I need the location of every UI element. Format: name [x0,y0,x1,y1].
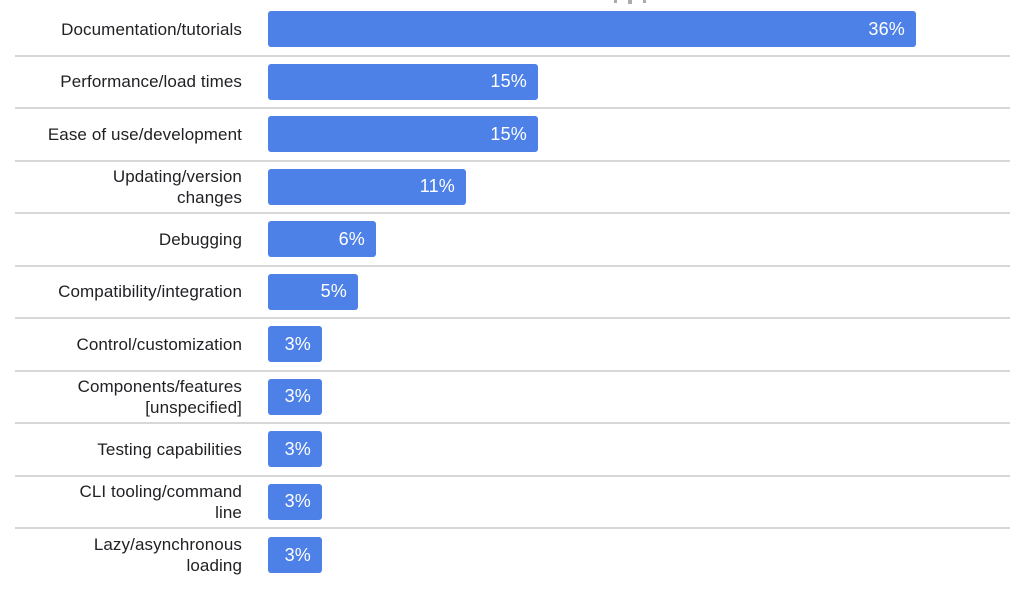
category-label: Lazy/asynchronous loading [93,535,242,576]
category-label: Performance/load times [60,72,242,92]
bar-area: 5% [268,273,1010,310]
chart-row: Testing capabilities 3% [15,424,1010,477]
value-label: 3% [284,491,311,512]
value-label: 5% [320,281,347,302]
bar-area: 3% [268,431,1010,468]
chart-row: Lazy/asynchronous loading 3% [15,529,1010,582]
bar: 11% [268,168,466,205]
chart-row: Components/features [unspecified] 3% [15,372,1010,424]
chart-row: Documentation/tutorials 36% [15,4,1010,57]
bar-area: 3% [268,378,1010,415]
bar: 3% [268,431,322,468]
bar-area: 3% [268,483,1010,520]
chart-row: Performance/load times 15% [15,57,1010,109]
value-label: 3% [284,333,311,354]
category-label: Ease of use/development [47,124,242,144]
category-label: Control/customization [76,334,242,354]
value-label: 3% [284,386,311,407]
bar: 36% [268,11,916,48]
category-label: Debugging [158,229,242,249]
bar: 6% [268,221,376,258]
bar: 3% [268,537,322,574]
value-label: 3% [284,438,311,459]
bar: 3% [268,326,322,363]
chart-row: Compatibility/integration 5% [15,267,1010,319]
category-label: Testing capabilities [97,439,242,459]
bar-area: 15% [268,63,1010,100]
chart-rows: Documentation/tutorials 36% Performance/… [15,4,1010,582]
value-label: 3% [284,544,311,565]
category-label: Documentation/tutorials [61,19,242,39]
bar-area: 3% [268,326,1010,363]
chart-row: Updating/version changes 11% [15,162,1010,214]
chart-row: CLI tooling/command line 3% [15,477,1010,529]
bar: 15% [268,116,538,153]
bar-area: 11% [268,168,1010,205]
value-label: 15% [490,123,527,144]
bar-area: 3% [268,537,1010,574]
chart-row: Control/customization 3% [15,319,1010,372]
value-label: 11% [419,176,455,197]
bar: 15% [268,63,538,100]
chart-row: Ease of use/development 15% [15,109,1010,162]
category-label: Components/features [unspecified] [77,376,242,417]
bar: 5% [268,273,358,310]
bar: 3% [268,378,322,415]
bar-area: 6% [268,221,1010,258]
category-label: CLI tooling/command line [79,481,242,522]
chart-row: Debugging 6% [15,214,1010,267]
category-label: Compatibility/integration [58,282,242,302]
bar-area: 36% [268,11,1010,48]
value-label: 6% [338,228,365,249]
bar-area: 15% [268,116,1010,153]
cropped-title-remnant [614,0,646,4]
bar: 3% [268,483,322,520]
category-label: Updating/version changes [112,166,242,207]
value-label: 36% [868,18,905,39]
value-label: 15% [490,71,527,92]
